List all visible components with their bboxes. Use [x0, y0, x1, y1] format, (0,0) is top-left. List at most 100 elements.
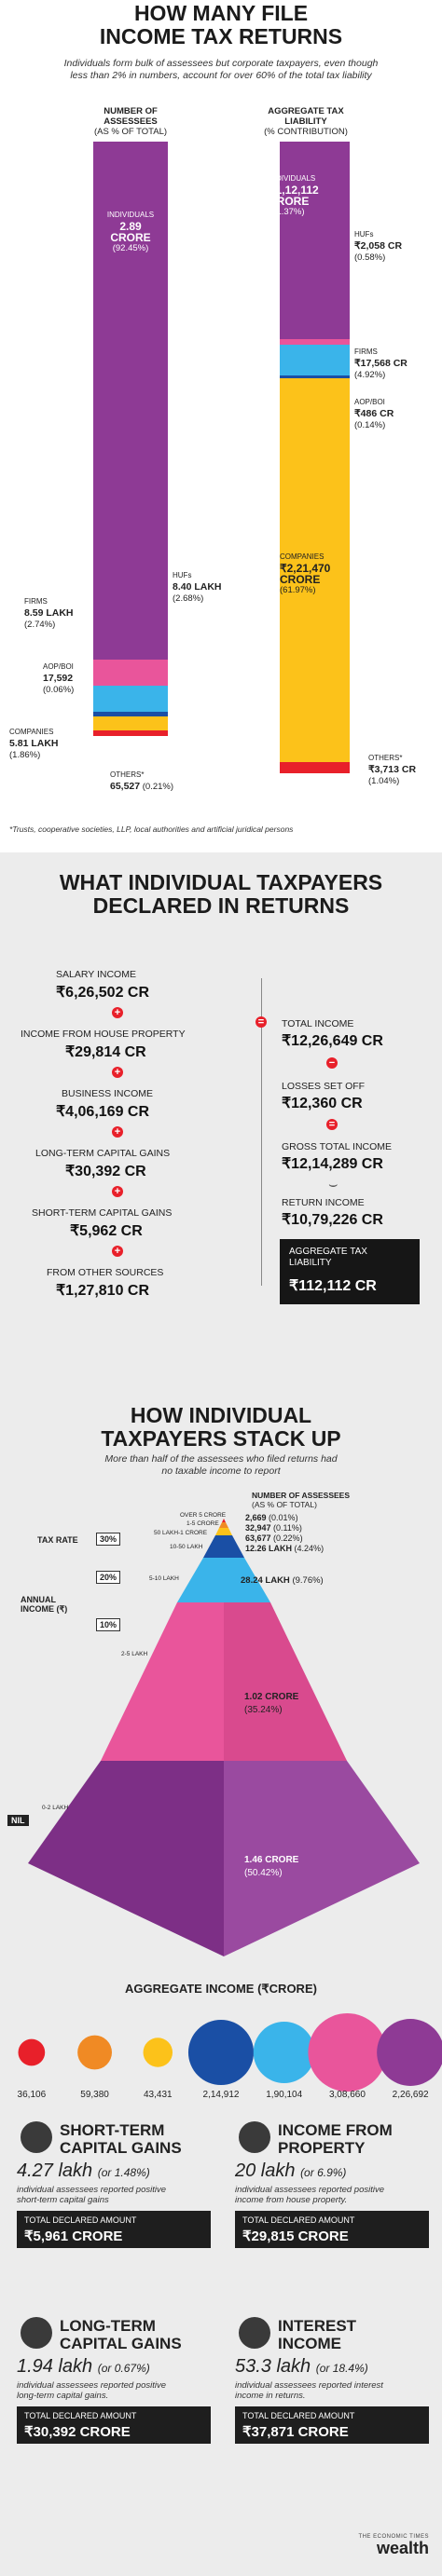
right-column-heading: AGGREGATE TAX LIABILITY (% CONTRIBUTION)	[264, 106, 348, 137]
annual-income-label: ANNUAL INCOME (₹)	[21, 1595, 68, 1614]
minus-icon: −	[326, 1057, 338, 1069]
income-bubble-label: 43,431	[144, 2090, 173, 2100]
band-label: OVER 5 CRORE	[180, 1512, 227, 1519]
equals-icon: =	[326, 1119, 338, 1130]
section-what-declared: WHAT INDIVIDUAL TAXPAYERS DECLARED IN RE…	[0, 852, 442, 1383]
pyramid-tier-1-5-crore	[219, 1522, 228, 1528]
other-sources-value: ₹1,27,810 CR	[56, 1283, 150, 1299]
aggregate-liability-box: AGGREGATE TAX LIABILITY ₹112,112 CR	[280, 1239, 420, 1304]
income-bubble-label: 2,14,912	[203, 2090, 240, 2100]
assessee-value: 2,669 (0.01%)	[245, 1513, 298, 1522]
rate-nil: NIL	[7, 1815, 29, 1826]
salary-income-label: SALARY INCOME	[56, 969, 136, 980]
income-bubble-3	[143, 2038, 173, 2067]
pyramid-tier-over-5-crore	[222, 1519, 226, 1522]
card-count: 1.94 lakh (or 0.67%)	[17, 2356, 150, 2377]
right-label-aop: AOP/BOI ₹486 CR (0.14%)	[354, 398, 394, 430]
capital-gains-icon	[21, 2121, 52, 2153]
bar-seg-hufs	[93, 660, 168, 686]
pyramid-tier-50l-1cr	[215, 1528, 232, 1535]
income-bubble-label: 3,08,660	[329, 2090, 366, 2100]
percent-icon	[239, 2317, 270, 2349]
assessee-value: 12.26 LAKH (4.24%)	[245, 1544, 325, 1553]
section1-subtitle: Individuals form bulk of assessees but c…	[63, 58, 379, 81]
gross-total-value: ₹12,14,289 CR	[282, 1156, 383, 1172]
total-income-value: ₹12,26,649 CR	[282, 1033, 383, 1049]
right-label-companies: COMPANIES ₹2,21,470 CRORE (61.97%)	[280, 552, 331, 595]
right-label-hufs: HUFs ₹2,058 CR (0.58%)	[354, 230, 403, 263]
bar-seg-others	[280, 762, 350, 773]
card-total-box: TOTAL DECLARED AMOUNT ₹30,392 CRORE	[17, 2406, 211, 2444]
plus-icon: +	[112, 1126, 123, 1138]
left-label-aop: AOP/BOI 17,592 (0.06%)	[43, 662, 75, 695]
band-label: 50 LAKH-1 CRORE	[154, 1530, 208, 1536]
tax-rate-label: TAX RATE	[37, 1535, 78, 1545]
band-label: 5-10 LAKH	[149, 1575, 179, 1582]
house-property-value: ₹29,814 CR	[65, 1044, 146, 1060]
bar-seg-hufs	[280, 339, 350, 345]
assessee-value: 32,947 (0.11%)	[245, 1523, 302, 1533]
liability-value: ₹112,112 CR	[289, 1278, 377, 1294]
band-label: 1-5 CRORE	[186, 1520, 219, 1527]
pyramid-tier-0-2-lakh	[28, 1761, 224, 1956]
aggregate-income-bubbles: 36,106 59,380 43,431 2,14,912 1,90,104 3,08,6…	[18, 2013, 442, 2100]
plus-icon: +	[112, 1067, 123, 1078]
section1-title: HOW MANY FILE INCOME TAX RETURNS	[99, 1, 343, 48]
card-total-box: TOTAL DECLARED AMOUNT ₹37,871 CRORE	[235, 2406, 429, 2444]
right-label-firms: FIRMS ₹17,568 CR (4.92%)	[354, 348, 407, 380]
card-short-term-capital-gains: SHORT-TERM CAPITAL GAINS 4.27 lakh (or 1.…	[17, 2119, 217, 2278]
card-count: 4.27 lakh (or 1.48%)	[17, 2160, 150, 2181]
section3-subtitle: More than half of the assessees who file…	[104, 1453, 338, 1477]
income-bubble-1	[18, 2038, 46, 2066]
brace-icon: ⌣	[328, 1177, 338, 1193]
card-count: 20 lakh (or 6.9%)	[235, 2160, 347, 2181]
card-total-box: TOTAL DECLARED AMOUNT ₹29,815 CRORE	[235, 2211, 429, 2248]
left-label-firms: FIRMS 8.59 LAKH (2.74%)	[24, 597, 74, 630]
card-count: 53.3 lakh (or 18.4%)	[235, 2356, 368, 2377]
card-title: SHORT-TERM CAPITAL GAINS	[60, 2121, 182, 2157]
plus-icon: +	[112, 1246, 123, 1257]
card-title: LONG-TERM CAPITAL GAINS	[60, 2317, 182, 2352]
stcg-value: ₹5,962 CR	[70, 1223, 143, 1239]
income-bubble-6	[308, 2013, 387, 2092]
income-bubble-label: 59,380	[80, 2090, 109, 2100]
card-description: individual assessees reported positive in…	[235, 2185, 385, 2205]
plus-icon: +	[112, 1186, 123, 1197]
bar-seg-firms	[280, 345, 350, 375]
agg-income-title: AGGREGATE INCOME (₹CRORE)	[125, 1982, 317, 1996]
card-title: INCOME FROM PROPERTY	[278, 2121, 393, 2157]
income-bubble-4	[187, 2019, 255, 2086]
publisher-logo: THE ECONOMIC TIMES wealth	[358, 2534, 429, 2557]
card-interest-income: INTEREST INCOME 53.3 lakh (or 18.4%) indi…	[235, 2315, 435, 2474]
ltcg-value: ₹30,392 CR	[65, 1164, 146, 1179]
rate-10: 10%	[96, 1618, 121, 1631]
card-description: individual assessees reported interest in…	[235, 2380, 383, 2401]
plus-icon: +	[112, 1007, 123, 1018]
band-label: 10-50 LAKH	[170, 1544, 203, 1550]
section-how-many-file: HOW MANY FILE INCOME TAX RETURNS Individ…	[0, 0, 442, 852]
bar-seg-aop	[93, 712, 168, 716]
card-description: individual assessees reported positive sh…	[17, 2185, 167, 2205]
section3-title: HOW INDIVIDUAL TAXPAYERS STACK UP	[101, 1403, 341, 1451]
right-label-others: OTHERS* ₹3,713 CR (1.04%)	[368, 754, 417, 786]
card-title: INTEREST INCOME	[278, 2317, 357, 2352]
equals-icon: =	[256, 1016, 267, 1028]
left-label-hufs: HUFs 8.40 LAKH (2.68%)	[173, 571, 222, 604]
house-icon	[239, 2121, 270, 2153]
card-description: individual assessees reported positive lo…	[17, 2380, 167, 2401]
bar-seg-individuals	[93, 142, 168, 660]
left-column-heading: NUMBER OF ASSESSEES (AS % OF TOTAL)	[93, 106, 168, 137]
losses-label: LOSSES SET OFF	[282, 1081, 366, 1092]
tax-liability-stacked-bar	[280, 142, 350, 773]
bracket-line	[261, 978, 262, 1286]
rate-20: 20%	[96, 1571, 121, 1584]
pyramid-col-heading: NUMBER OF ASSESSEES (AS % OF TOTAL)	[252, 1491, 351, 1509]
band-label: 2-5 LAKH	[121, 1651, 148, 1657]
salary-income-value: ₹6,26,502 CR	[56, 985, 150, 1001]
card-total-box: TOTAL DECLARED AMOUNT ₹5,961 CRORE	[17, 2211, 211, 2248]
pyramid-tier-2-5-lakh-side	[224, 1602, 347, 1761]
assessee-value: 1.46 CRORE (50.42%)	[244, 1855, 299, 1878]
other-sources-label: FROM OTHER SOURCES	[47, 1267, 164, 1278]
section-stack-up: HOW INDIVIDUAL TAXPAYERS STACK UP More t…	[0, 1383, 442, 2576]
liability-label: AGGREGATE TAX LIABILITY	[289, 1247, 367, 1268]
